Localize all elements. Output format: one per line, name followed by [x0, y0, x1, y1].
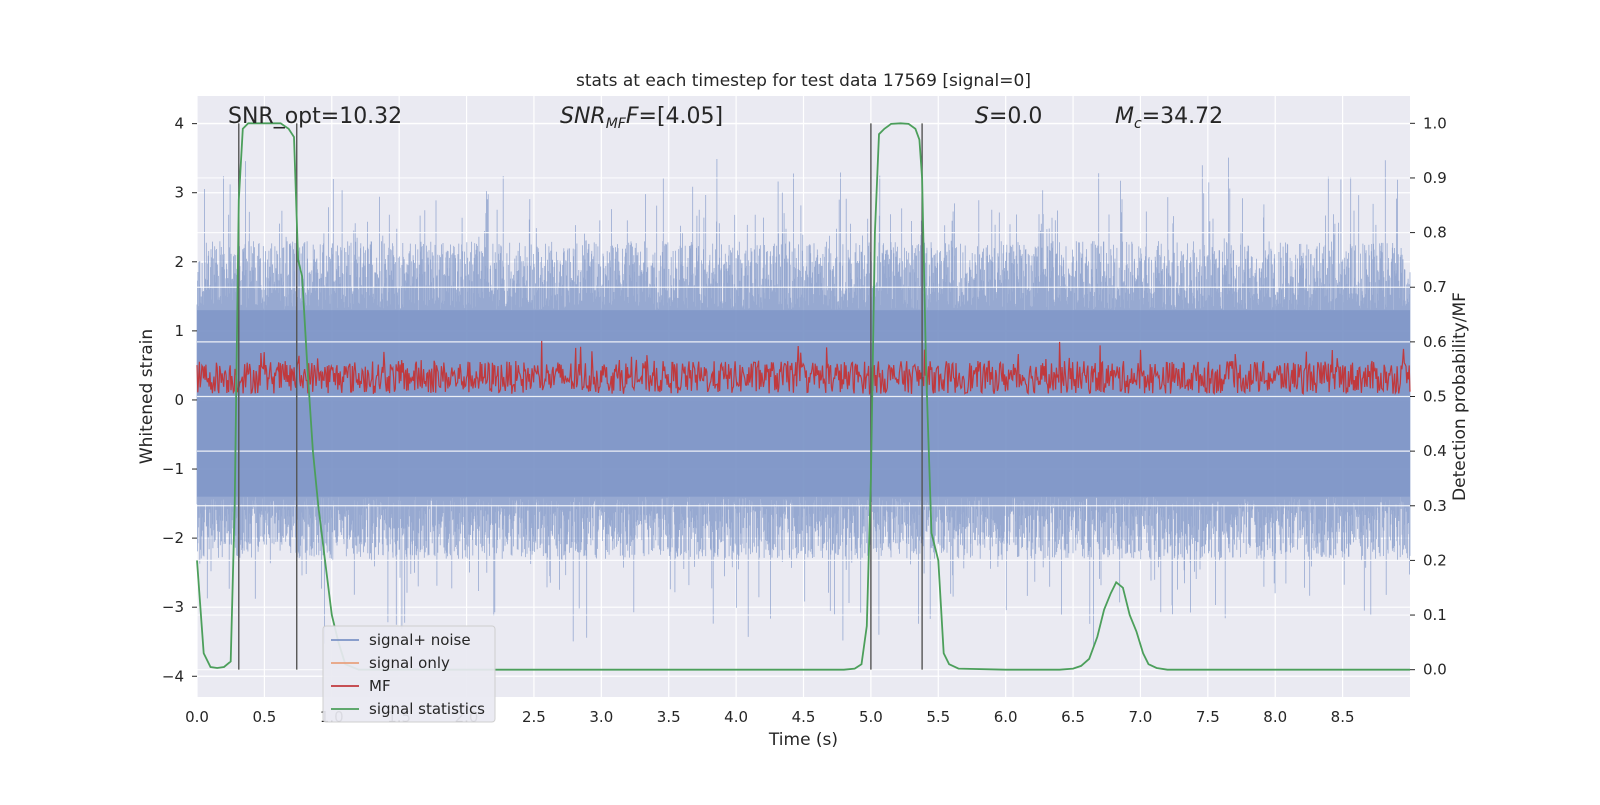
y-tick-label-right: 0.7 [1423, 278, 1447, 296]
s-value: =0.0 [989, 104, 1042, 129]
y-tick-label-right: 0.4 [1423, 442, 1447, 460]
snr-mf-subscript: MF [606, 116, 627, 132]
legend-label: signal only [369, 654, 450, 672]
x-tick-label: 0.5 [252, 708, 276, 726]
chart-title: stats at each timestep for test data 175… [576, 71, 1031, 91]
y-tick-label-left: 4 [174, 115, 184, 133]
y-tick-label-right: 0.0 [1423, 661, 1447, 679]
y-tick-label-left: 2 [174, 253, 184, 271]
y-tick-label-right: 0.3 [1423, 497, 1447, 515]
x-tick-label: 7.0 [1129, 708, 1153, 726]
y-tick-label-right: 1.0 [1423, 114, 1447, 132]
x-tick-label: 8.0 [1263, 708, 1287, 726]
legend-box [322, 625, 496, 723]
y-axis-label-left: Whitened strain [137, 329, 157, 464]
x-tick-label: 3.0 [589, 708, 613, 726]
y-tick-label-left: −4 [162, 667, 184, 685]
s-prefix: S [975, 104, 989, 129]
x-axis-label: Time (s) [768, 730, 838, 750]
legend: signal+ noise signal only MF signal statist… [322, 625, 496, 723]
y-axis-label-right: Detection probability/MF [1450, 292, 1470, 501]
mc-subscript: c [1134, 116, 1142, 132]
snr-mf-value: =[4.05] [639, 104, 724, 129]
x-tick-label: 6.5 [1061, 708, 1085, 726]
x-tick-label: 4.0 [724, 708, 748, 726]
y-tick-label-right: 0.8 [1423, 224, 1447, 242]
x-tick-label: 6.0 [994, 708, 1018, 726]
x-tick-label: 4.5 [792, 708, 816, 726]
x-tick-label: 7.5 [1196, 708, 1220, 726]
x-tick-label: 2.5 [522, 708, 546, 726]
annotation-mc: Mc=34.72 [1115, 104, 1223, 132]
legend-label: signal statistics [369, 700, 485, 718]
snr-mf-prefix: SNR [560, 104, 606, 129]
x-tick-label: 8.5 [1331, 708, 1355, 726]
annotation-snr-opt: SNR_opt=10.32 [228, 104, 402, 129]
y-tick-label-left: 1 [174, 322, 184, 340]
mc-value: =34.72 [1142, 104, 1223, 129]
y-tick-label-right: 0.2 [1423, 551, 1447, 569]
y-tick-label-left: 0 [174, 391, 184, 409]
signal-statistics-series [196, 122, 1410, 671]
signal-statistics-line [196, 122, 1410, 671]
y-tick-label-right: 0.9 [1423, 169, 1447, 187]
y-tick-label-right: 0.5 [1423, 388, 1447, 406]
signal-plus-noise-core [197, 310, 1410, 497]
mc-prefix: M [1115, 104, 1134, 129]
legend-label: signal+ noise [369, 631, 471, 649]
y-tick-label-left: −1 [162, 460, 184, 478]
legend-label: MF [369, 677, 391, 695]
x-tick-label: 0.0 [185, 708, 209, 726]
y-tick-label-right: 0.1 [1423, 606, 1447, 624]
mf-line [196, 340, 1411, 396]
annotation-snr-mf: SNRMFF=[4.05] [560, 104, 723, 132]
x-tick-label: 3.5 [657, 708, 681, 726]
x-tick-label: 5.5 [926, 708, 950, 726]
y-tick-label-left: 3 [174, 184, 184, 202]
x-tick-label: 5.0 [859, 708, 883, 726]
annotation-s: S=0.0 [975, 104, 1042, 129]
mf-series [196, 340, 1411, 396]
y-tick-label-right: 0.6 [1423, 333, 1447, 351]
y-tick-label-left: −3 [162, 598, 184, 616]
signal-plus-noise-series [196, 122, 1411, 671]
snr-mf-f: F [626, 104, 639, 129]
y-tick-label-left: −2 [162, 529, 184, 547]
